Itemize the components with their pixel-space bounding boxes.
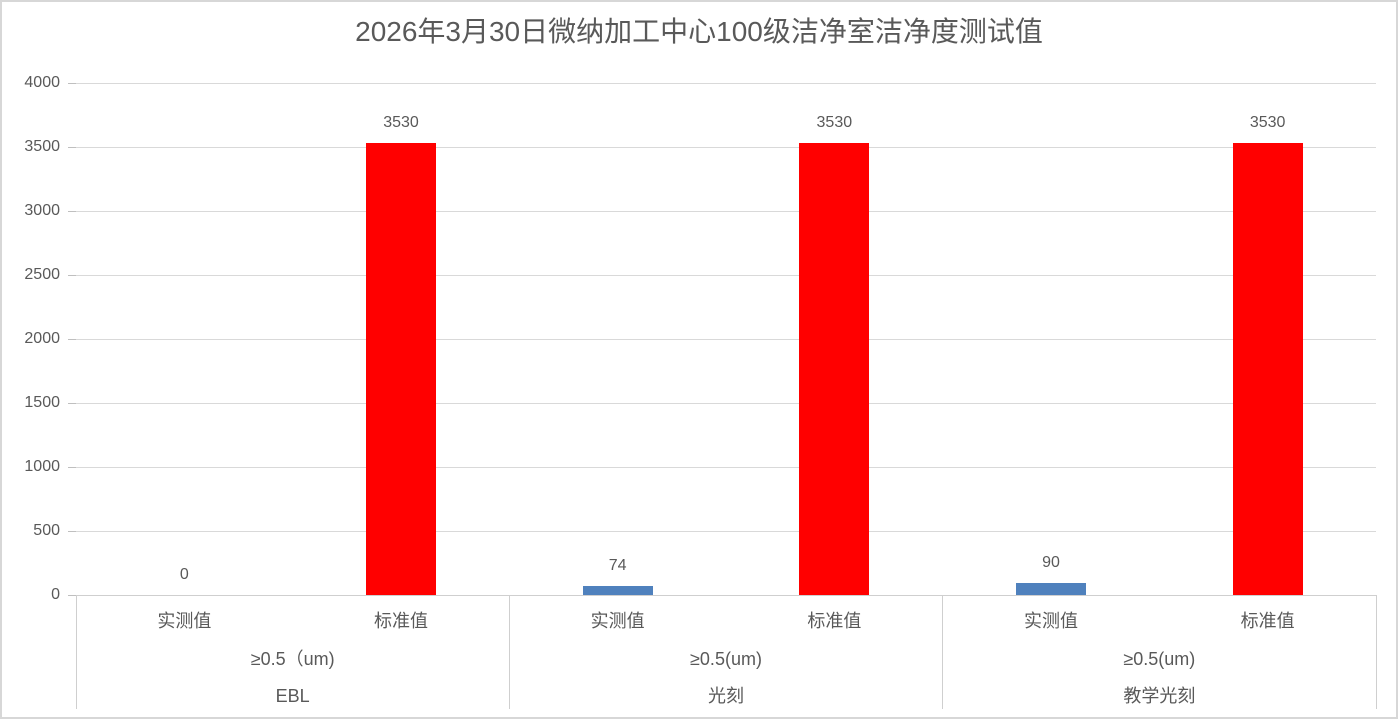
gridline: [76, 466, 1376, 468]
bar-data-label: 3530: [383, 114, 419, 132]
category-table-left-edge: [75, 595, 77, 709]
y-axis-label: 1500: [24, 394, 60, 411]
gridline: [76, 402, 1376, 404]
y-axis-label: 500: [33, 522, 60, 539]
y-axis-label: 0: [51, 586, 60, 603]
category-group-label: EBL: [275, 686, 310, 706]
category-separator: [508, 595, 510, 709]
series-label: 实测值: [590, 611, 645, 631]
y-axis-label: 4000: [24, 74, 60, 91]
series-label: 标准值: [1240, 611, 1295, 631]
y-axis-label: 2000: [24, 330, 60, 347]
category-sublabel: ≥0.5(um): [690, 649, 762, 669]
category-group-label: 光刻: [708, 686, 744, 706]
y-axis-tick: [68, 146, 76, 148]
y-axis-label: 3000: [24, 202, 60, 219]
y-axis-tick: [68, 466, 76, 468]
bar-data-label: 0: [179, 566, 189, 583]
bar-data-label: 74: [608, 556, 627, 574]
gridline: [76, 338, 1376, 340]
category-separator: [942, 595, 944, 709]
gridline: [76, 274, 1376, 276]
y-axis-label: 2500: [24, 266, 60, 283]
bar-measured: [582, 585, 653, 595]
y-axis-tick: [68, 210, 76, 212]
chart-title: 2026年3月30日微纳加工中心100级洁净室洁净度测试值: [355, 16, 1043, 47]
bar-standard: [1232, 143, 1303, 595]
y-axis-label: 1000: [24, 458, 60, 475]
bar-data-label: 3530: [816, 114, 853, 132]
gridline: [76, 210, 1376, 212]
bar-measured: [1016, 583, 1086, 595]
y-axis-tick: [68, 82, 76, 84]
series-label: 实测值: [1024, 611, 1078, 631]
bar-data-label: 3530: [1249, 114, 1286, 132]
series-label: 标准值: [374, 611, 428, 631]
bar-standard: [799, 143, 870, 595]
y-axis-tick: [68, 402, 76, 404]
category-table-right-edge: [1375, 595, 1377, 709]
y-axis-tick: [68, 274, 76, 276]
y-axis-tick: [68, 530, 76, 532]
x-axis-line: [76, 594, 1376, 596]
category-group-label: 教学光刻: [1123, 686, 1196, 706]
gridline: [76, 146, 1376, 148]
y-axis-label: 3500: [24, 138, 60, 155]
bar-data-label: 90: [1042, 554, 1060, 572]
y-axis-tick: [68, 338, 76, 340]
gridline: [76, 530, 1376, 532]
category-sublabel: ≥0.5(um): [1123, 649, 1196, 669]
series-label: 标准值: [807, 611, 862, 631]
y-axis-tick: [68, 594, 76, 596]
series-label: 实测值: [157, 611, 212, 631]
category-sublabel: ≥0.5（um): [250, 649, 335, 669]
bar-standard: [366, 143, 436, 595]
gridline: [76, 82, 1376, 84]
